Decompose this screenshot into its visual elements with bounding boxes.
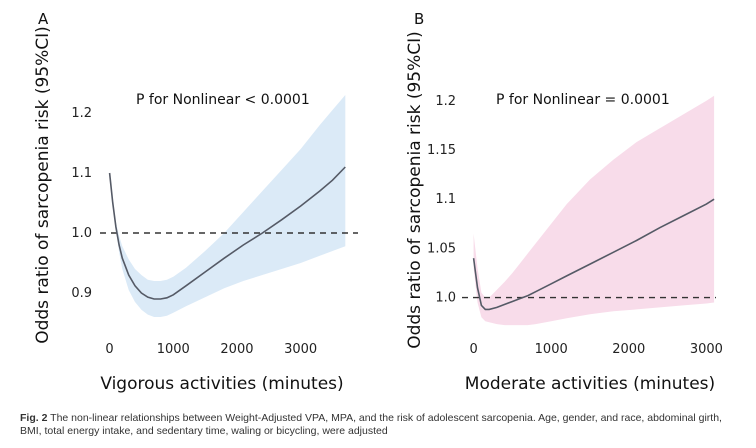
panel-a-ci-band xyxy=(109,95,346,317)
caption-text: The non-linear relationships between Wei… xyxy=(20,412,722,437)
panel-b-y-axis-label: Odds ratio of sarcopenia risk (95%CI) xyxy=(405,31,425,349)
panel-a-x-tick-label: 1000 xyxy=(157,342,190,357)
panel-b-y-tick-label: 1.15 xyxy=(427,143,456,158)
panel-b-y-ticks: 1.0 1.05 1.1 1.15 1.2 xyxy=(427,94,456,306)
panel-b-annotation: P for Nonlinear = 0.0001 xyxy=(496,92,670,108)
panel-a-y-tick-label: 1.0 xyxy=(71,226,92,241)
panel-a-x-tick-label: 3000 xyxy=(284,342,317,357)
panel-b-y-tick-label: 1.05 xyxy=(427,241,456,256)
panel-a-or-curve xyxy=(108,166,346,300)
panel-a-x-axis-label: Vigorous activities (minutes) xyxy=(100,374,343,394)
panel-b-x-ticks: 0 1000 2000 3000 xyxy=(469,342,722,357)
panel-a-label: A xyxy=(38,10,49,28)
panel-a-y-tick-label: 0.9 xyxy=(71,286,92,301)
panel-a-annotation: P for Nonlinear < 0.0001 xyxy=(136,92,310,108)
panel-b-x-tick-label: 1000 xyxy=(535,342,568,357)
panel-a: A Odds ratio of sarcopenia risk (95%CI) … xyxy=(33,10,358,394)
figure-caption: Fig. 2 The non-linear relationships betw… xyxy=(20,412,740,438)
panel-b-x-tick-label: 3000 xyxy=(690,342,723,357)
panel-a-x-tick-label: 2000 xyxy=(220,342,253,357)
panel-a-y-tick-label: 1.2 xyxy=(71,106,92,121)
panel-b-ci-band xyxy=(473,95,715,326)
panel-b-x-tick-label: 2000 xyxy=(612,342,645,357)
panel-b-y-tick-label: 1.2 xyxy=(435,94,456,109)
panel-b-or-curve xyxy=(472,198,715,311)
panel-a-y-axis-label: Odds ratio of sarcopenia risk (95%CI) xyxy=(33,26,53,344)
panel-b-y-tick-label: 1.1 xyxy=(435,192,456,207)
panel-b-x-axis-label: Moderate activities (minutes) xyxy=(465,374,715,394)
panel-a-x-ticks: 0 1000 2000 3000 xyxy=(105,342,317,357)
panel-b-x-tick-label: 0 xyxy=(469,342,477,357)
panel-a-x-tick-label: 0 xyxy=(105,342,113,357)
panel-a-y-ticks: 0.9 1.0 1.1 1.2 xyxy=(71,106,92,301)
caption-label: Fig. 2 xyxy=(20,412,48,424)
panel-b-label: B xyxy=(414,10,424,28)
panel-b: B Odds ratio of sarcopenia risk (95%CI) … xyxy=(405,10,723,394)
panel-b-y-tick-label: 1.0 xyxy=(435,291,456,306)
panel-a-y-tick-label: 1.1 xyxy=(71,166,92,181)
